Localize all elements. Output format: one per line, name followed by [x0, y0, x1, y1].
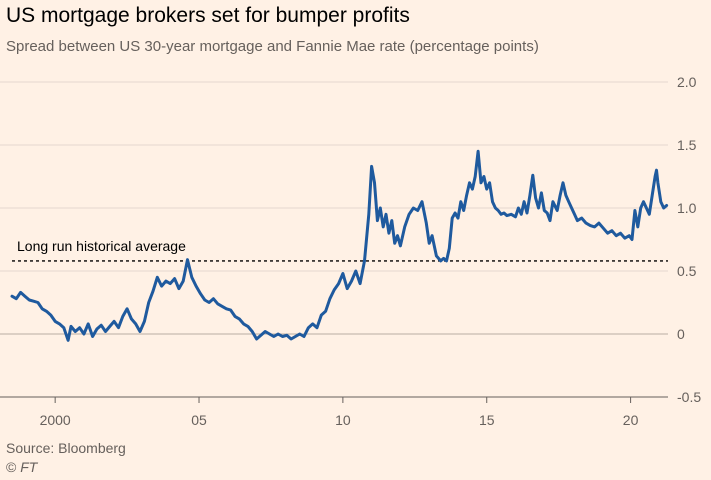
y-tick-label: 0.5 — [677, 263, 697, 279]
credit-note: © FT — [6, 459, 37, 475]
y-tick-label: 2.0 — [677, 74, 697, 90]
x-tick-label: 10 — [335, 412, 351, 428]
y-tick-label: 0 — [677, 326, 685, 342]
reference-line-label: Long run historical average — [17, 238, 186, 254]
grid-lines — [0, 81, 668, 335]
y-tick-label: -0.5 — [677, 389, 701, 405]
x-tick-label: 05 — [191, 412, 207, 428]
x-tick-label: 20 — [623, 412, 639, 428]
reference-line-group: Long run historical average — [12, 238, 668, 262]
copyright-symbol: © — [6, 459, 17, 475]
series-line-group — [10, 149, 669, 342]
y-tick-label: 1.5 — [677, 137, 697, 153]
axes: 2.0 1.5 1.0 0.5 0 -0.5 2000 05 10 15 20 — [0, 74, 701, 428]
source-note: Source: Bloomberg — [6, 440, 126, 456]
x-tick-label: 2000 — [40, 412, 71, 428]
x-tick-label: 15 — [479, 412, 495, 428]
chart-title: US mortgage brokers set for bumper profi… — [6, 4, 410, 27]
chart-subtitle: Spread between US 30-year mortgage and F… — [6, 38, 539, 55]
ft-logo-text: FT — [20, 459, 38, 475]
series-line — [10, 149, 669, 342]
y-tick-label: 1.0 — [677, 200, 697, 216]
